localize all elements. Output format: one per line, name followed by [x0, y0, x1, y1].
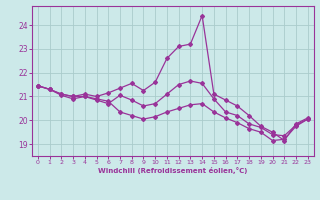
X-axis label: Windchill (Refroidissement éolien,°C): Windchill (Refroidissement éolien,°C) [98, 167, 247, 174]
